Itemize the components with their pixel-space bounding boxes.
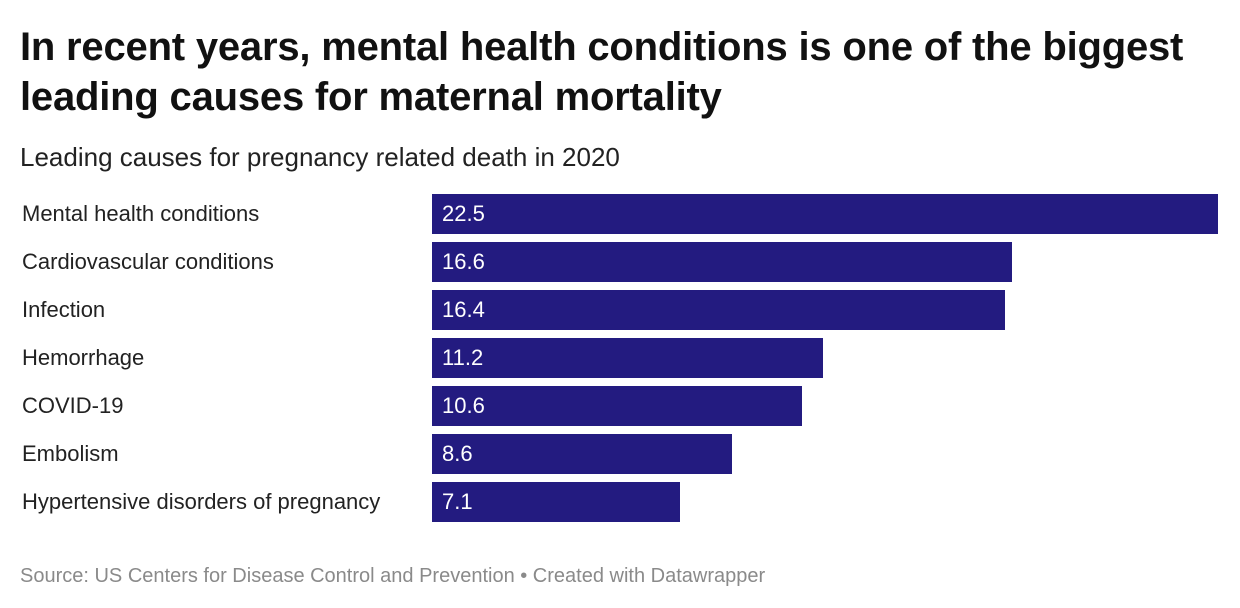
category-label: Cardiovascular conditions xyxy=(22,249,274,274)
chart-subtitle: Leading causes for pregnancy related dea… xyxy=(20,142,620,172)
bar-value-label: 16.6 xyxy=(442,249,485,274)
bar-row: Mental health conditions 22.5 xyxy=(0,194,1240,234)
bar-value-label: 11.2 xyxy=(442,345,484,370)
category-label: Embolism xyxy=(22,441,119,466)
chart-source: Source: US Centers for Disease Control a… xyxy=(20,565,766,587)
category-label: Mental health conditions xyxy=(22,201,260,226)
category-label: Infection xyxy=(22,297,106,322)
bar-value-label: 7.1 xyxy=(442,489,473,514)
category-label: Hypertensive disorders of pregnancy xyxy=(22,489,381,514)
bar-row: Hemorrhage 11.2 xyxy=(0,338,1240,378)
bar: 7.1 xyxy=(432,482,680,522)
category-label: COVID-19 xyxy=(22,393,124,418)
bar-chart: Mental health conditions 22.5 Cardiovascul… xyxy=(0,194,1240,524)
bar: 16.4 xyxy=(432,290,1005,330)
bar: 10.6 xyxy=(432,386,802,426)
bar: 22.5 xyxy=(432,194,1218,234)
bar: 8.6 xyxy=(432,434,732,474)
bar-row: Hypertensive disorders of pregnancy 7.1 xyxy=(0,482,1240,522)
category-label: Hemorrhage xyxy=(22,345,145,370)
bar-value-label: 10.6 xyxy=(442,393,485,418)
chart-title: In recent years, mental health condition… xyxy=(20,25,1184,119)
bar-value-label: 8.6 xyxy=(442,441,473,466)
bar-value-label: 22.5 xyxy=(442,201,485,226)
bar: 11.2 xyxy=(432,338,823,378)
bar-value-label: 16.4 xyxy=(442,297,485,322)
bar-row: Cardiovascular conditions 16.6 xyxy=(0,242,1240,282)
bar-row: COVID-19 10.6 xyxy=(0,386,1240,426)
bar-row: Embolism 8.6 xyxy=(0,434,1240,474)
bar-row: Infection 16.4 xyxy=(0,290,1240,330)
bar: 16.6 xyxy=(432,242,1012,282)
